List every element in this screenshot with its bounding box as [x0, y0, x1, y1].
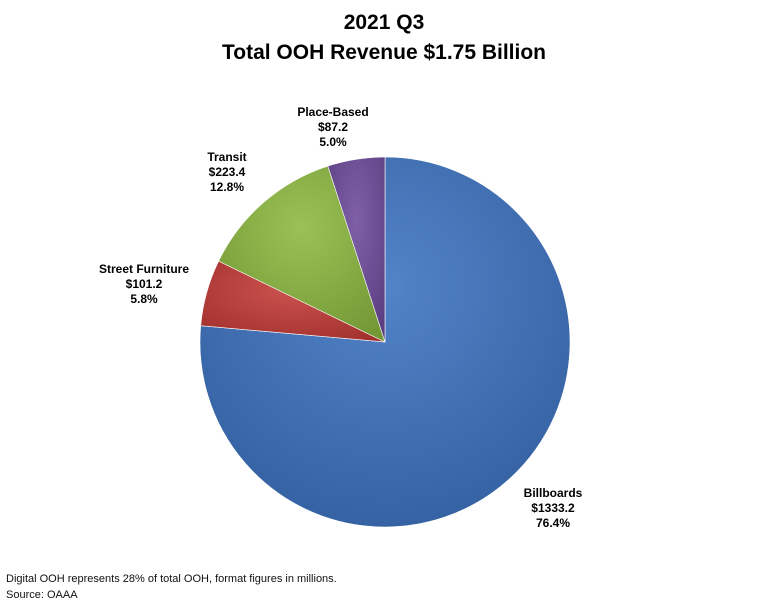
footer: Digital OOH represents 28% of total OOH,… [6, 571, 337, 603]
label-place-based-name: Place-Based [297, 105, 369, 119]
label-transit-value: $223.4 [208, 165, 246, 179]
label-transit-name: Transit [207, 150, 247, 164]
footer-source: Source: OAAA [6, 589, 78, 601]
label-transit-percent: 12.8% [209, 180, 245, 194]
chart-subtitle: Total OOH Revenue $1.75 Billion [221, 41, 547, 64]
label-place-based: Place-Based $87.2 5.0% [283, 105, 383, 150]
label-place-based-value: $87.2 [317, 120, 349, 134]
label-street-furniture-percent: 5.8% [130, 292, 158, 306]
label-billboards-value: $1333.2 [531, 501, 575, 515]
footer-note: Digital OOH represents 28% of total OOH,… [6, 573, 337, 585]
chart-title-block: 2021 Q3 Total OOH Revenue $1.75 Billion [0, 8, 768, 68]
label-street-furniture-value: $101.2 [125, 277, 163, 291]
pie-slice-transit [218, 165, 386, 343]
pie-slice-place-based [327, 156, 386, 343]
label-transit: Transit $223.4 12.8% [192, 150, 262, 195]
label-street-furniture: Street Furniture $101.2 5.8% [84, 262, 204, 307]
label-billboards: Billboards $1333.2 76.4% [503, 486, 603, 531]
chart-title: 2021 Q3 [343, 11, 425, 34]
label-street-furniture-name: Street Furniture [98, 262, 189, 276]
label-place-based-percent: 5.0% [319, 135, 347, 149]
label-billboards-percent: 76.4% [535, 516, 571, 530]
label-billboards-name: Billboards [523, 486, 583, 500]
